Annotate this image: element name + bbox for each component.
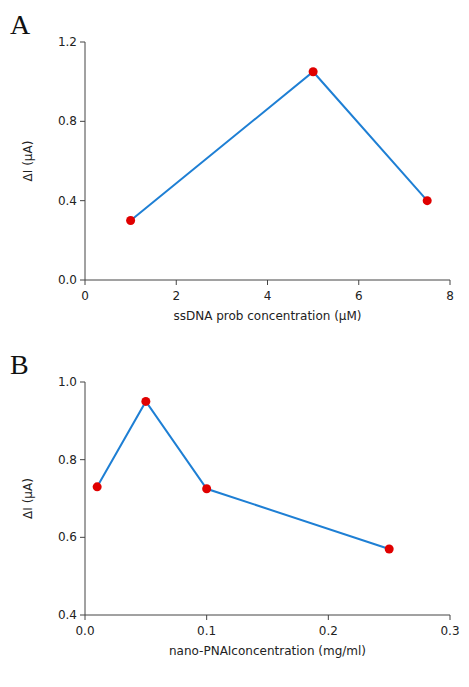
- y-tick-label: 0.8: [58, 453, 77, 467]
- x-axis-label: ssDNA prob concentration (μM): [173, 309, 361, 323]
- panel: 0 2 4 6 8 0.0 0.4 0.8 1.2 ssDNA prob concentratio…: [10, 9, 454, 323]
- x-tick-label: 2: [172, 289, 180, 303]
- x-tick-label: 0.0: [75, 624, 94, 638]
- y-axis-label: ΔI (μA): [21, 478, 35, 519]
- x-tick: [450, 615, 451, 620]
- x-tick-label: 6: [355, 289, 363, 303]
- plot-area: [126, 67, 432, 225]
- x-tick: [450, 280, 451, 285]
- data-point: [309, 67, 318, 76]
- y-tick-label: 0.8: [58, 114, 77, 128]
- y-tick: [80, 382, 85, 383]
- data-point: [93, 482, 102, 491]
- x-tick-label: 0.1: [197, 624, 216, 638]
- y-tick: [80, 42, 85, 43]
- y-tick: [80, 121, 85, 122]
- data-line: [131, 72, 428, 221]
- x-tick-label: 8: [446, 289, 454, 303]
- x-tick: [176, 280, 177, 285]
- panel: 0.0 0.1 0.2 0.3 0.4 0.6 0.8 1.0 nano-PNAIconcent…: [10, 349, 460, 658]
- x-tick: [206, 615, 207, 620]
- y-tick: [80, 459, 85, 460]
- panel-label: B: [10, 349, 29, 380]
- background: [0, 0, 469, 687]
- y-tick-label: 0.4: [58, 194, 77, 208]
- chart-root: 0 2 4 6 8 0.0 0.4 0.8 1.2 ssDNA prob concentratio…: [0, 0, 469, 687]
- y-tick-label: 0.0: [58, 273, 77, 287]
- y-tick-label: 1.0: [58, 375, 77, 389]
- x-axis-label: nano-PNAIconcentration (mg/ml): [169, 644, 366, 658]
- x-tick-label: 0.2: [319, 624, 338, 638]
- y-axis-label: ΔI (μA): [21, 141, 35, 182]
- y-tick-label: 1.2: [58, 35, 77, 49]
- y-tick-label: 0.4: [58, 608, 77, 622]
- y-axis-line: [85, 382, 86, 615]
- plot-area: [93, 397, 394, 554]
- data-point: [423, 196, 432, 205]
- x-axis-line: [85, 615, 450, 616]
- x-tick-label: 0: [81, 289, 89, 303]
- x-tick: [85, 280, 86, 285]
- data-point: [141, 397, 150, 406]
- x-tick-label: 4: [264, 289, 272, 303]
- data-line: [97, 401, 389, 549]
- x-tick: [328, 615, 329, 620]
- panel-label: A: [10, 9, 31, 40]
- y-tick-label: 0.6: [58, 530, 77, 544]
- x-tick: [358, 280, 359, 285]
- data-point: [385, 544, 394, 553]
- data-point: [202, 484, 211, 493]
- x-tick-label: 0.3: [440, 624, 459, 638]
- x-tick: [267, 280, 268, 285]
- y-tick: [80, 615, 85, 616]
- y-tick: [80, 280, 85, 281]
- y-axis-line: [85, 42, 86, 280]
- x-tick: [85, 615, 86, 620]
- y-tick: [80, 537, 85, 538]
- y-tick: [80, 200, 85, 201]
- data-point: [126, 216, 135, 225]
